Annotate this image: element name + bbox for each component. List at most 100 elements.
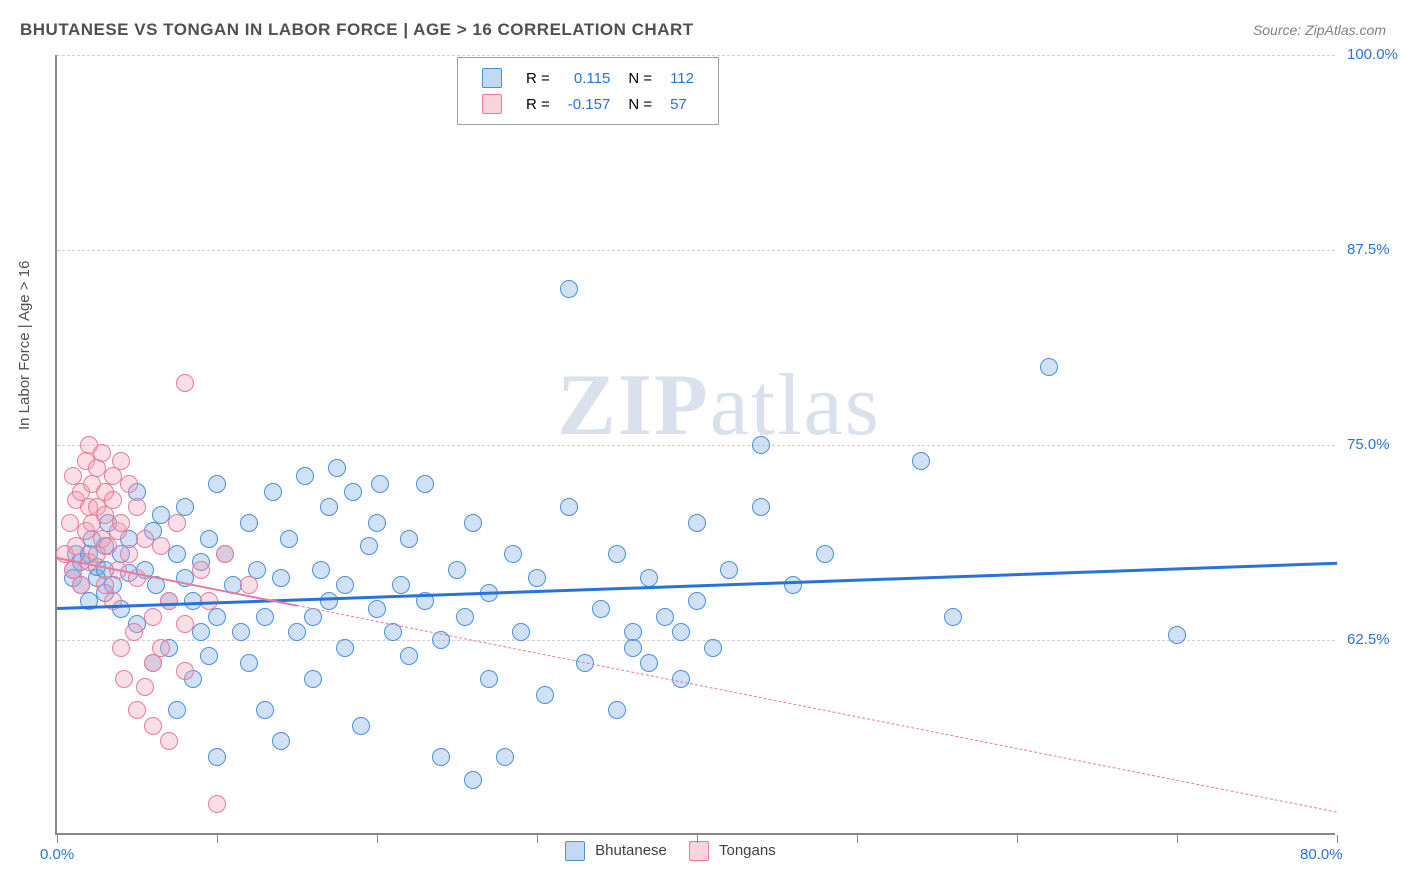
data-point: [371, 475, 389, 493]
data-point: [216, 545, 234, 563]
data-point: [112, 639, 130, 657]
y-tick-label: 75.0%: [1347, 436, 1390, 453]
data-point: [592, 600, 610, 618]
data-point: [125, 623, 143, 641]
data-point: [256, 701, 274, 719]
data-point: [168, 514, 186, 532]
gridline: [57, 250, 1335, 251]
data-point: [192, 561, 210, 579]
data-point: [1168, 626, 1186, 644]
data-point: [1040, 358, 1058, 376]
data-point: [400, 647, 418, 665]
data-point: [656, 608, 674, 626]
data-point: [560, 280, 578, 298]
data-point: [944, 608, 962, 626]
x-tick: [857, 835, 858, 843]
data-point: [328, 459, 346, 477]
data-point: [208, 748, 226, 766]
y-axis-label: In Labor Force | Age > 16: [16, 261, 33, 430]
x-tick: [217, 835, 218, 843]
n-value: 57: [662, 92, 702, 116]
swatch-bhutanese-icon: [565, 841, 585, 861]
data-point: [128, 498, 146, 516]
data-point: [448, 561, 466, 579]
data-point: [93, 444, 111, 462]
r-label: R =: [518, 92, 558, 116]
data-point: [104, 491, 122, 509]
x-tick: [1337, 835, 1338, 843]
data-point: [608, 701, 626, 719]
data-point: [120, 475, 138, 493]
x-tick: [1177, 835, 1178, 843]
data-point: [720, 561, 738, 579]
gridline: [57, 55, 1335, 56]
data-point: [232, 623, 250, 641]
data-point: [464, 771, 482, 789]
data-point: [640, 569, 658, 587]
data-point: [152, 639, 170, 657]
data-point: [368, 600, 386, 618]
data-point: [176, 615, 194, 633]
data-point: [200, 647, 218, 665]
data-point: [688, 592, 706, 610]
data-point: [456, 608, 474, 626]
data-point: [208, 608, 226, 626]
x-axis-min: 0.0%: [40, 846, 74, 863]
swatch-tongans-icon: [482, 94, 502, 114]
data-point: [200, 530, 218, 548]
data-point: [752, 436, 770, 454]
data-point: [208, 475, 226, 493]
data-point: [240, 654, 258, 672]
data-point: [336, 639, 354, 657]
legend-row-tongans: R = -0.157 N = 57: [474, 92, 702, 116]
data-point: [432, 748, 450, 766]
data-point: [464, 514, 482, 532]
n-value: 112: [662, 66, 702, 90]
data-point: [144, 608, 162, 626]
chart-title: BHUTANESE VS TONGAN IN LABOR FORCE | AGE…: [20, 20, 694, 40]
data-point: [352, 717, 370, 735]
gridline: [57, 445, 1335, 446]
legend-label: Tongans: [719, 842, 776, 859]
data-point: [312, 561, 330, 579]
data-point: [192, 623, 210, 641]
x-tick: [1017, 835, 1018, 843]
data-point: [144, 654, 162, 672]
data-point: [240, 514, 258, 532]
data-point: [296, 467, 314, 485]
data-point: [752, 498, 770, 516]
data-point: [560, 498, 578, 516]
data-point: [176, 374, 194, 392]
data-point: [120, 545, 138, 563]
data-point: [288, 623, 306, 641]
swatch-tongans-icon: [689, 841, 709, 861]
data-point: [496, 748, 514, 766]
data-point: [272, 732, 290, 750]
swatch-bhutanese-icon: [482, 68, 502, 88]
x-tick: [697, 835, 698, 843]
data-point: [504, 545, 522, 563]
data-point: [280, 530, 298, 548]
data-point: [400, 530, 418, 548]
data-point: [115, 670, 133, 688]
data-point: [272, 569, 290, 587]
r-value: 0.115: [560, 66, 619, 90]
data-point: [536, 686, 554, 704]
correlation-legend: R = 0.115 N = 112 R = -0.157 N = 57: [457, 57, 719, 125]
data-point: [256, 608, 274, 626]
data-point: [320, 498, 338, 516]
scatter-chart: ZIPatlas R = 0.115 N = 112 R = -0.157 N …: [55, 55, 1335, 835]
data-point: [360, 537, 378, 555]
data-point: [72, 576, 90, 594]
data-point: [136, 678, 154, 696]
data-point: [672, 670, 690, 688]
legend-label: Bhutanese: [595, 842, 667, 859]
data-point: [392, 576, 410, 594]
data-point: [112, 514, 130, 532]
y-tick-label: 87.5%: [1347, 241, 1390, 258]
data-point: [640, 654, 658, 672]
data-point: [912, 452, 930, 470]
data-point: [344, 483, 362, 501]
data-point: [144, 717, 162, 735]
legend-row-bhutanese: R = 0.115 N = 112: [474, 66, 702, 90]
